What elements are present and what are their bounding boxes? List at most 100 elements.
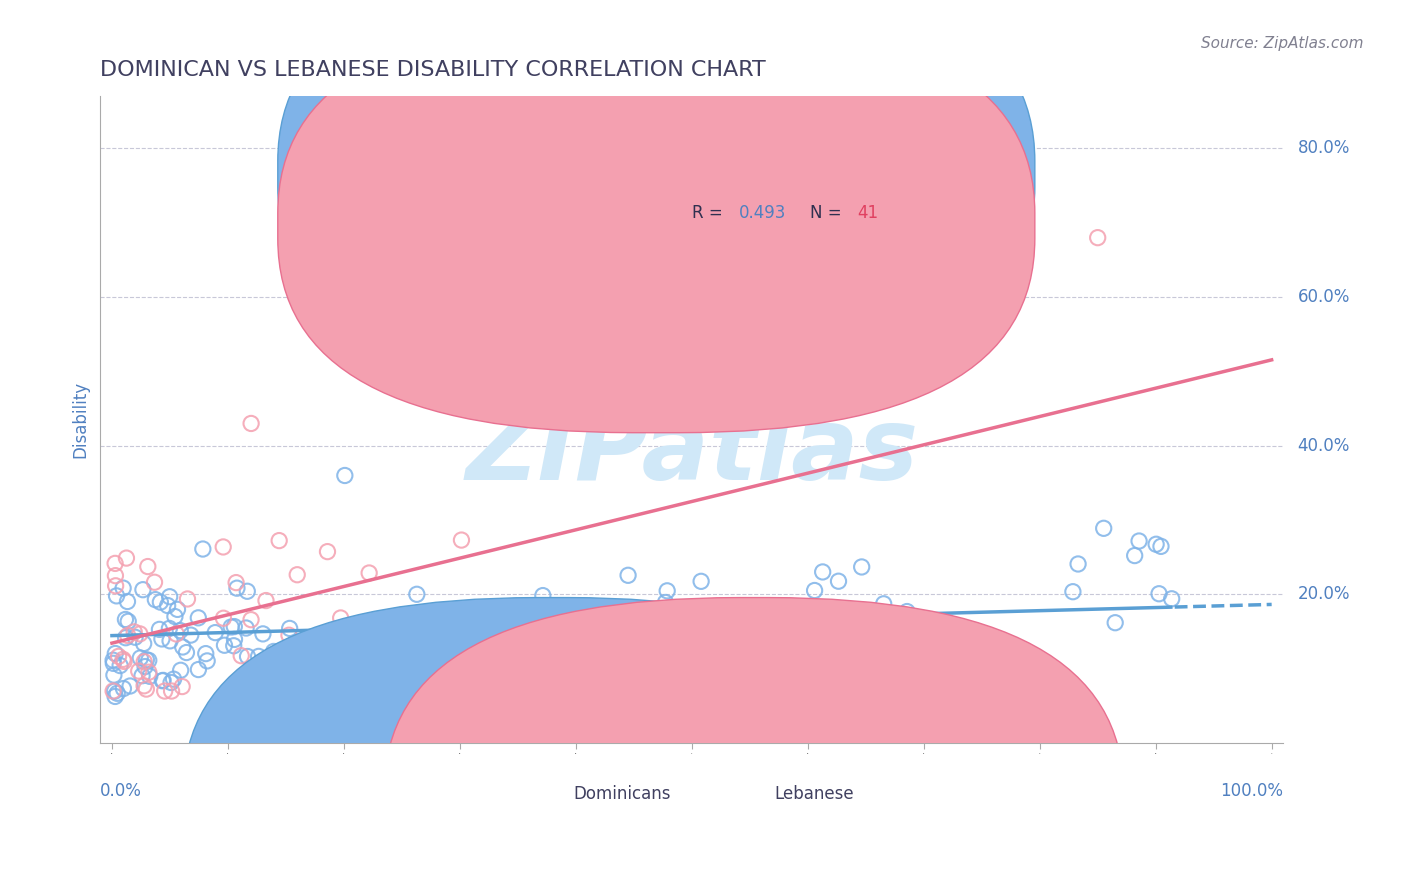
Point	[596, 605, 619, 619]
Point	[827, 574, 849, 589]
Point	[534, 680, 557, 694]
Point	[114, 631, 136, 645]
Point	[107, 649, 129, 664]
Point	[157, 622, 180, 636]
Point	[254, 593, 277, 607]
Point	[112, 654, 135, 668]
Text: R =: R =	[692, 165, 728, 183]
Point	[290, 680, 312, 694]
Point	[108, 658, 131, 673]
Text: Lebanese: Lebanese	[775, 784, 855, 803]
Point	[150, 673, 173, 688]
Point	[845, 615, 868, 630]
Point	[101, 684, 124, 698]
Text: 100.0%: 100.0%	[1220, 782, 1284, 800]
Point	[851, 560, 873, 574]
Point	[224, 619, 246, 633]
Point	[288, 657, 311, 671]
Point	[180, 628, 202, 642]
Point	[1062, 584, 1084, 599]
Point	[122, 624, 145, 639]
Point	[145, 592, 167, 607]
Text: 0.0%: 0.0%	[100, 782, 142, 800]
Point	[309, 691, 332, 706]
Point	[247, 649, 270, 664]
Point	[391, 632, 413, 646]
Point	[159, 590, 181, 604]
Text: 60.0%: 60.0%	[1298, 288, 1350, 306]
Point	[212, 540, 235, 554]
Point	[263, 644, 285, 658]
Point	[1067, 557, 1090, 571]
Point	[195, 654, 218, 668]
Text: R =: R =	[692, 204, 728, 222]
Point	[134, 655, 156, 669]
Point	[456, 635, 478, 649]
Point	[405, 587, 427, 601]
Point	[117, 615, 139, 629]
Point	[368, 681, 391, 695]
Y-axis label: Disability: Disability	[72, 381, 89, 458]
Point	[172, 680, 194, 694]
Point	[1128, 534, 1150, 549]
Point	[225, 575, 247, 590]
Point	[811, 565, 834, 579]
Text: DOMINICAN VS LEBANESE DISABILITY CORRELATION CHART: DOMINICAN VS LEBANESE DISABILITY CORRELA…	[100, 60, 766, 79]
Point	[329, 611, 352, 625]
Point	[176, 591, 198, 606]
Point	[315, 663, 337, 677]
FancyBboxPatch shape	[278, 0, 1035, 381]
Point	[159, 633, 181, 648]
Point	[322, 641, 344, 656]
Point	[194, 647, 217, 661]
FancyBboxPatch shape	[384, 598, 1123, 892]
Point	[112, 681, 135, 696]
Point	[804, 617, 827, 632]
Point	[124, 630, 146, 644]
Point	[257, 663, 280, 677]
Point	[212, 611, 235, 625]
Point	[104, 557, 127, 571]
Point	[873, 597, 896, 611]
Point	[657, 583, 679, 598]
Text: 41: 41	[858, 204, 879, 222]
Point	[654, 595, 676, 609]
Text: Source: ZipAtlas.com: Source: ZipAtlas.com	[1201, 36, 1364, 51]
Point	[112, 652, 135, 666]
Point	[269, 533, 291, 548]
Point	[359, 566, 381, 580]
Point	[104, 579, 127, 593]
Point	[240, 417, 263, 431]
Point	[896, 605, 918, 619]
Point	[426, 684, 449, 698]
Point	[138, 653, 160, 667]
Point	[325, 684, 347, 698]
Point	[231, 648, 253, 663]
Point	[191, 541, 214, 556]
Point	[422, 613, 444, 627]
Point	[156, 599, 179, 613]
Text: ZIPatlas: ZIPatlas	[465, 403, 918, 500]
Point	[128, 627, 150, 641]
Point	[278, 628, 301, 642]
Point	[103, 684, 125, 698]
Text: 0.208: 0.208	[740, 165, 786, 183]
Point	[132, 582, 155, 597]
Point	[222, 639, 245, 653]
Point	[392, 623, 415, 637]
Point	[176, 646, 198, 660]
Point	[103, 668, 125, 682]
Point	[285, 567, 308, 582]
Point	[172, 640, 194, 654]
Point	[236, 584, 259, 599]
Point	[1087, 230, 1109, 244]
Point	[187, 663, 209, 677]
Point	[803, 583, 825, 598]
Point	[226, 581, 249, 595]
Point	[204, 625, 226, 640]
Point	[114, 612, 136, 626]
Text: 20.0%: 20.0%	[1298, 585, 1350, 603]
Point	[132, 679, 155, 693]
Point	[595, 620, 617, 634]
Point	[112, 581, 135, 595]
